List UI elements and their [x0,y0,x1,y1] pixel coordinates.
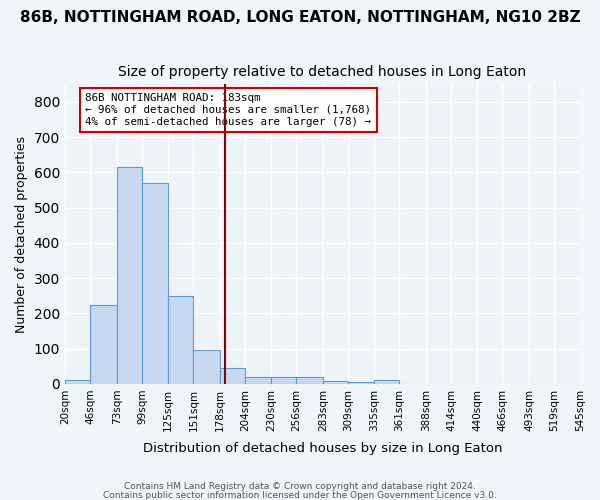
Bar [271,377,296,384]
Bar [91,304,117,384]
X-axis label: Distribution of detached houses by size in Long Eaton: Distribution of detached houses by size … [143,442,502,455]
Bar [296,377,323,384]
Bar [65,380,91,384]
Bar [193,350,220,384]
Bar [220,368,245,384]
Text: 86B NOTTINGHAM ROAD: 183sqm
← 96% of detached houses are smaller (1,768)
4% of s: 86B NOTTINGHAM ROAD: 183sqm ← 96% of det… [85,94,371,126]
Bar [323,382,349,384]
Y-axis label: Number of detached properties: Number of detached properties [15,136,28,332]
Text: Contains HM Land Registry data © Crown copyright and database right 2024.: Contains HM Land Registry data © Crown c… [124,482,476,491]
Bar [142,183,168,384]
Bar [168,296,193,384]
Bar [117,167,142,384]
Text: Contains public sector information licensed under the Open Government Licence v3: Contains public sector information licen… [103,490,497,500]
Bar [374,380,400,384]
Title: Size of property relative to detached houses in Long Eaton: Size of property relative to detached ho… [118,65,526,79]
Bar [349,382,374,384]
Bar [245,377,271,384]
Text: 86B, NOTTINGHAM ROAD, LONG EATON, NOTTINGHAM, NG10 2BZ: 86B, NOTTINGHAM ROAD, LONG EATON, NOTTIN… [20,10,580,25]
